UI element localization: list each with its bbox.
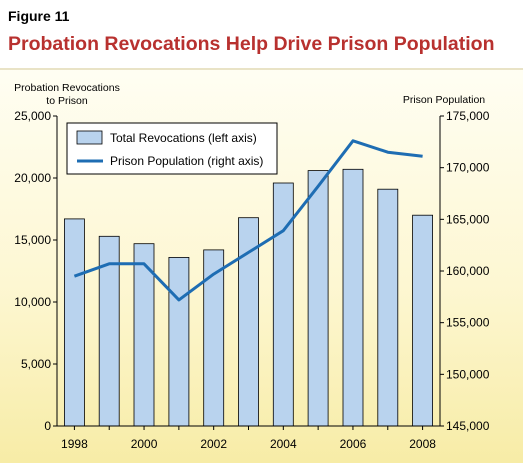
left-axis-label-line2: to Prison [46,95,88,107]
bar-1998 [64,218,85,427]
x-tick-label: 2000 [131,437,158,451]
x-tick-label: 2002 [200,437,227,451]
legend-bar-label: Total Revocations (left axis) [110,131,257,145]
left-tick-label: 0 [44,419,51,433]
legend: Total Revocations (left axis) Prison Pop… [66,122,278,175]
x-tick-label: 2004 [270,437,297,451]
left-tick-label: 25,000 [14,109,51,123]
left-tick-label: 20,000 [14,171,51,185]
right-tick-label: 160,000 [446,264,490,278]
axes: 0 5,000 10,000 15,000 20,000 25,000 145,000 150… [14,109,489,451]
legend-line-label: Prison Population (right axis) [110,154,263,168]
prison-population-line [73,139,423,302]
right-tick-label: 170,000 [446,161,490,175]
figure-title: Probation Revocations Help Drive Prison … [8,33,495,55]
divider [0,68,523,70]
bar-2008 [412,214,434,427]
right-tick-label: 165,000 [446,212,490,226]
left-tick-label: 15,000 [14,233,51,247]
x-tick-label: 2008 [409,437,436,451]
bar-2007 [377,188,399,427]
right-axis-label: Prison Population [403,94,485,106]
bar-2005 [307,170,329,427]
right-tick-label: 175,000 [446,109,490,123]
right-tick-label: 155,000 [446,316,490,330]
left-tick-label: 10,000 [14,295,51,309]
bar-series [64,168,434,427]
bar-2002 [203,249,225,427]
legend-bar-swatch [76,130,103,145]
right-tick-label: 150,000 [446,367,490,381]
x-tick-label: 1998 [61,437,88,451]
left-axis-label: Probation Revocations [14,82,120,94]
left-tick-label: 5,000 [21,357,51,371]
bar-2001 [168,256,190,427]
bar-2006 [342,168,364,427]
line-series [73,139,423,302]
right-tick-label: 145,000 [446,419,490,433]
x-tick-label: 2006 [340,437,367,451]
figure-label: Figure 11 [8,8,70,24]
